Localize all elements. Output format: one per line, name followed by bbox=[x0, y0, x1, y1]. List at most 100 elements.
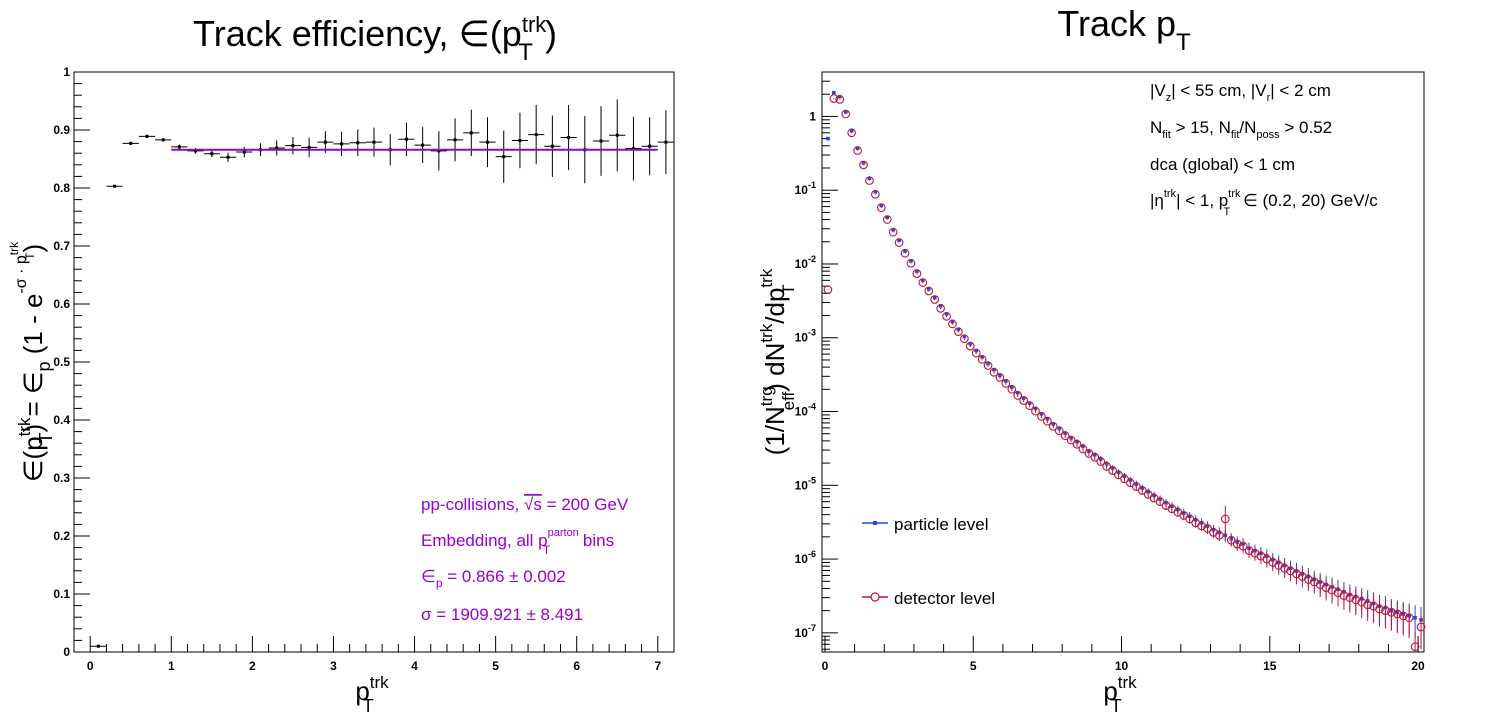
detector-point bbox=[1321, 578, 1331, 601]
particle-point-marker bbox=[897, 238, 901, 242]
efficiency-point bbox=[446, 118, 464, 162]
detector-point-marker bbox=[942, 311, 951, 321]
detector-point-marker bbox=[1114, 470, 1123, 480]
detector-point-marker bbox=[1137, 486, 1147, 495]
detector-point bbox=[1220, 505, 1230, 542]
left-x-ticks: 0 1 2 3 4 5 6 7 bbox=[87, 636, 661, 673]
efficiency-point-marker bbox=[177, 145, 181, 149]
detector-point bbox=[853, 146, 862, 155]
detector-point bbox=[888, 227, 898, 237]
efficiency-point bbox=[511, 112, 529, 169]
detector-point bbox=[1292, 565, 1301, 585]
right-y-tick-label: 10-4 bbox=[795, 402, 816, 419]
efficiency-point bbox=[495, 130, 512, 183]
detector-point bbox=[1001, 379, 1011, 388]
cut-eta-pt: |ηtrk| < 1, ptrk T ∈ (0.2, 20) GeV/c bbox=[1150, 188, 1378, 218]
left-x-axis-label: ptrk T bbox=[355, 673, 389, 716]
detector-point-marker bbox=[1345, 593, 1355, 602]
efficiency-point-marker bbox=[599, 139, 603, 143]
detector-point bbox=[989, 367, 999, 377]
particle-point bbox=[921, 278, 925, 283]
right-x-axis-label: ptrk T bbox=[1103, 673, 1137, 716]
particle-point-marker bbox=[1033, 406, 1038, 411]
efficiency-point bbox=[284, 136, 302, 155]
detector-point bbox=[1185, 514, 1195, 524]
particle-point bbox=[855, 146, 860, 151]
legend-detector-label: detector level bbox=[894, 589, 995, 608]
efficiency-point-marker bbox=[226, 155, 230, 159]
detector-point-marker bbox=[971, 348, 981, 358]
efficiency-point bbox=[414, 127, 431, 164]
detector-point-marker bbox=[1155, 497, 1165, 507]
efficiency-point-marker bbox=[631, 147, 635, 151]
right-x-tick-label: 15 bbox=[1263, 659, 1277, 673]
detector-point bbox=[823, 285, 833, 294]
cut-nfit: Nfit > 15, Nfit/Nposs > 0.52 bbox=[1150, 118, 1332, 141]
detector-point bbox=[1339, 585, 1349, 610]
efficiency-point-marker bbox=[550, 144, 554, 148]
particle-point bbox=[950, 319, 955, 324]
particle-point-marker bbox=[879, 203, 884, 208]
detector-point-marker bbox=[1060, 431, 1070, 441]
detector-point-marker bbox=[1096, 457, 1106, 466]
detector-point-marker bbox=[841, 109, 851, 119]
efficiency-point-marker bbox=[194, 149, 198, 153]
efficiency-point-marker bbox=[291, 144, 295, 148]
detector-point bbox=[865, 176, 874, 185]
detector-point-marker bbox=[1392, 609, 1402, 619]
cuts-annotations: |Vz| < 55 cm, |Vr| < 2 cm Nfit > 15, Nfi… bbox=[1150, 81, 1378, 218]
particle-point bbox=[826, 136, 830, 141]
detector-point-marker bbox=[1416, 622, 1426, 632]
left-y-tick-label: 0.9 bbox=[53, 123, 70, 137]
left-y-tick-label: 0.6 bbox=[53, 297, 70, 311]
particle-point-marker bbox=[1057, 426, 1062, 431]
left-y-tick-label: 0.4 bbox=[53, 413, 70, 427]
particle-point bbox=[832, 90, 836, 95]
particle-point bbox=[873, 190, 878, 194]
detector-point bbox=[1357, 591, 1367, 619]
particle-point-marker bbox=[992, 367, 996, 372]
particle-point-marker bbox=[938, 304, 943, 308]
efficiency-point bbox=[544, 115, 561, 177]
efficiency-point bbox=[219, 152, 237, 162]
detector-point-marker bbox=[1072, 439, 1082, 449]
particle-point-marker bbox=[915, 269, 919, 273]
right-y-tick-label: 10-7 bbox=[795, 623, 816, 640]
detector-point-marker bbox=[1244, 546, 1254, 556]
detector-point-marker bbox=[1339, 591, 1349, 600]
particle-point bbox=[932, 295, 937, 300]
detector-point bbox=[1280, 560, 1289, 578]
left-y-tick-label: 1 bbox=[63, 65, 70, 79]
left-x-tick-label: 6 bbox=[573, 659, 580, 673]
left-y-tick-label: 0.3 bbox=[53, 471, 70, 485]
left-y-ticks: 0 0.1 0.2 0.3 0.4 0.5 0.6 0.7 0.8 0.9 1 bbox=[53, 65, 90, 659]
particle-point-marker bbox=[849, 128, 854, 133]
detector-point bbox=[1090, 452, 1100, 462]
detector-point bbox=[1096, 457, 1106, 466]
detector-point bbox=[1060, 431, 1070, 441]
detector-point bbox=[1410, 631, 1420, 652]
particle-point bbox=[861, 161, 866, 165]
particle-point-marker bbox=[956, 327, 961, 332]
detector-point-marker bbox=[1351, 595, 1361, 605]
efficiency-point-marker bbox=[469, 131, 473, 135]
efficiency-point-marker bbox=[307, 145, 311, 149]
legend-detector-marker bbox=[870, 592, 880, 602]
detector-point bbox=[965, 341, 975, 351]
efficiency-point bbox=[430, 131, 447, 171]
particle-point-marker bbox=[832, 90, 836, 95]
efficiency-point bbox=[365, 127, 383, 157]
left-annotations: pp-collisions, √s = 200 GeV Embedding, a… bbox=[421, 495, 629, 624]
efficiency-point-marker bbox=[340, 142, 344, 146]
efficiency-point bbox=[609, 99, 626, 172]
detector-point-marker bbox=[995, 373, 1005, 382]
right-panel: Track pT 0 5 10 15 20 10-710-610-510-410-310… bbox=[757, 3, 1426, 716]
particle-point-marker bbox=[980, 355, 984, 359]
particle-point bbox=[974, 348, 979, 353]
efficiency-point-marker bbox=[96, 644, 100, 648]
detector-point bbox=[1345, 587, 1355, 613]
annotation-epsilon-p: ∈p = 0.866 ± 0.002 bbox=[421, 567, 566, 590]
detector-point-marker bbox=[1327, 585, 1337, 595]
left-x-tick-label: 1 bbox=[168, 659, 175, 673]
particle-point-marker bbox=[950, 319, 955, 324]
